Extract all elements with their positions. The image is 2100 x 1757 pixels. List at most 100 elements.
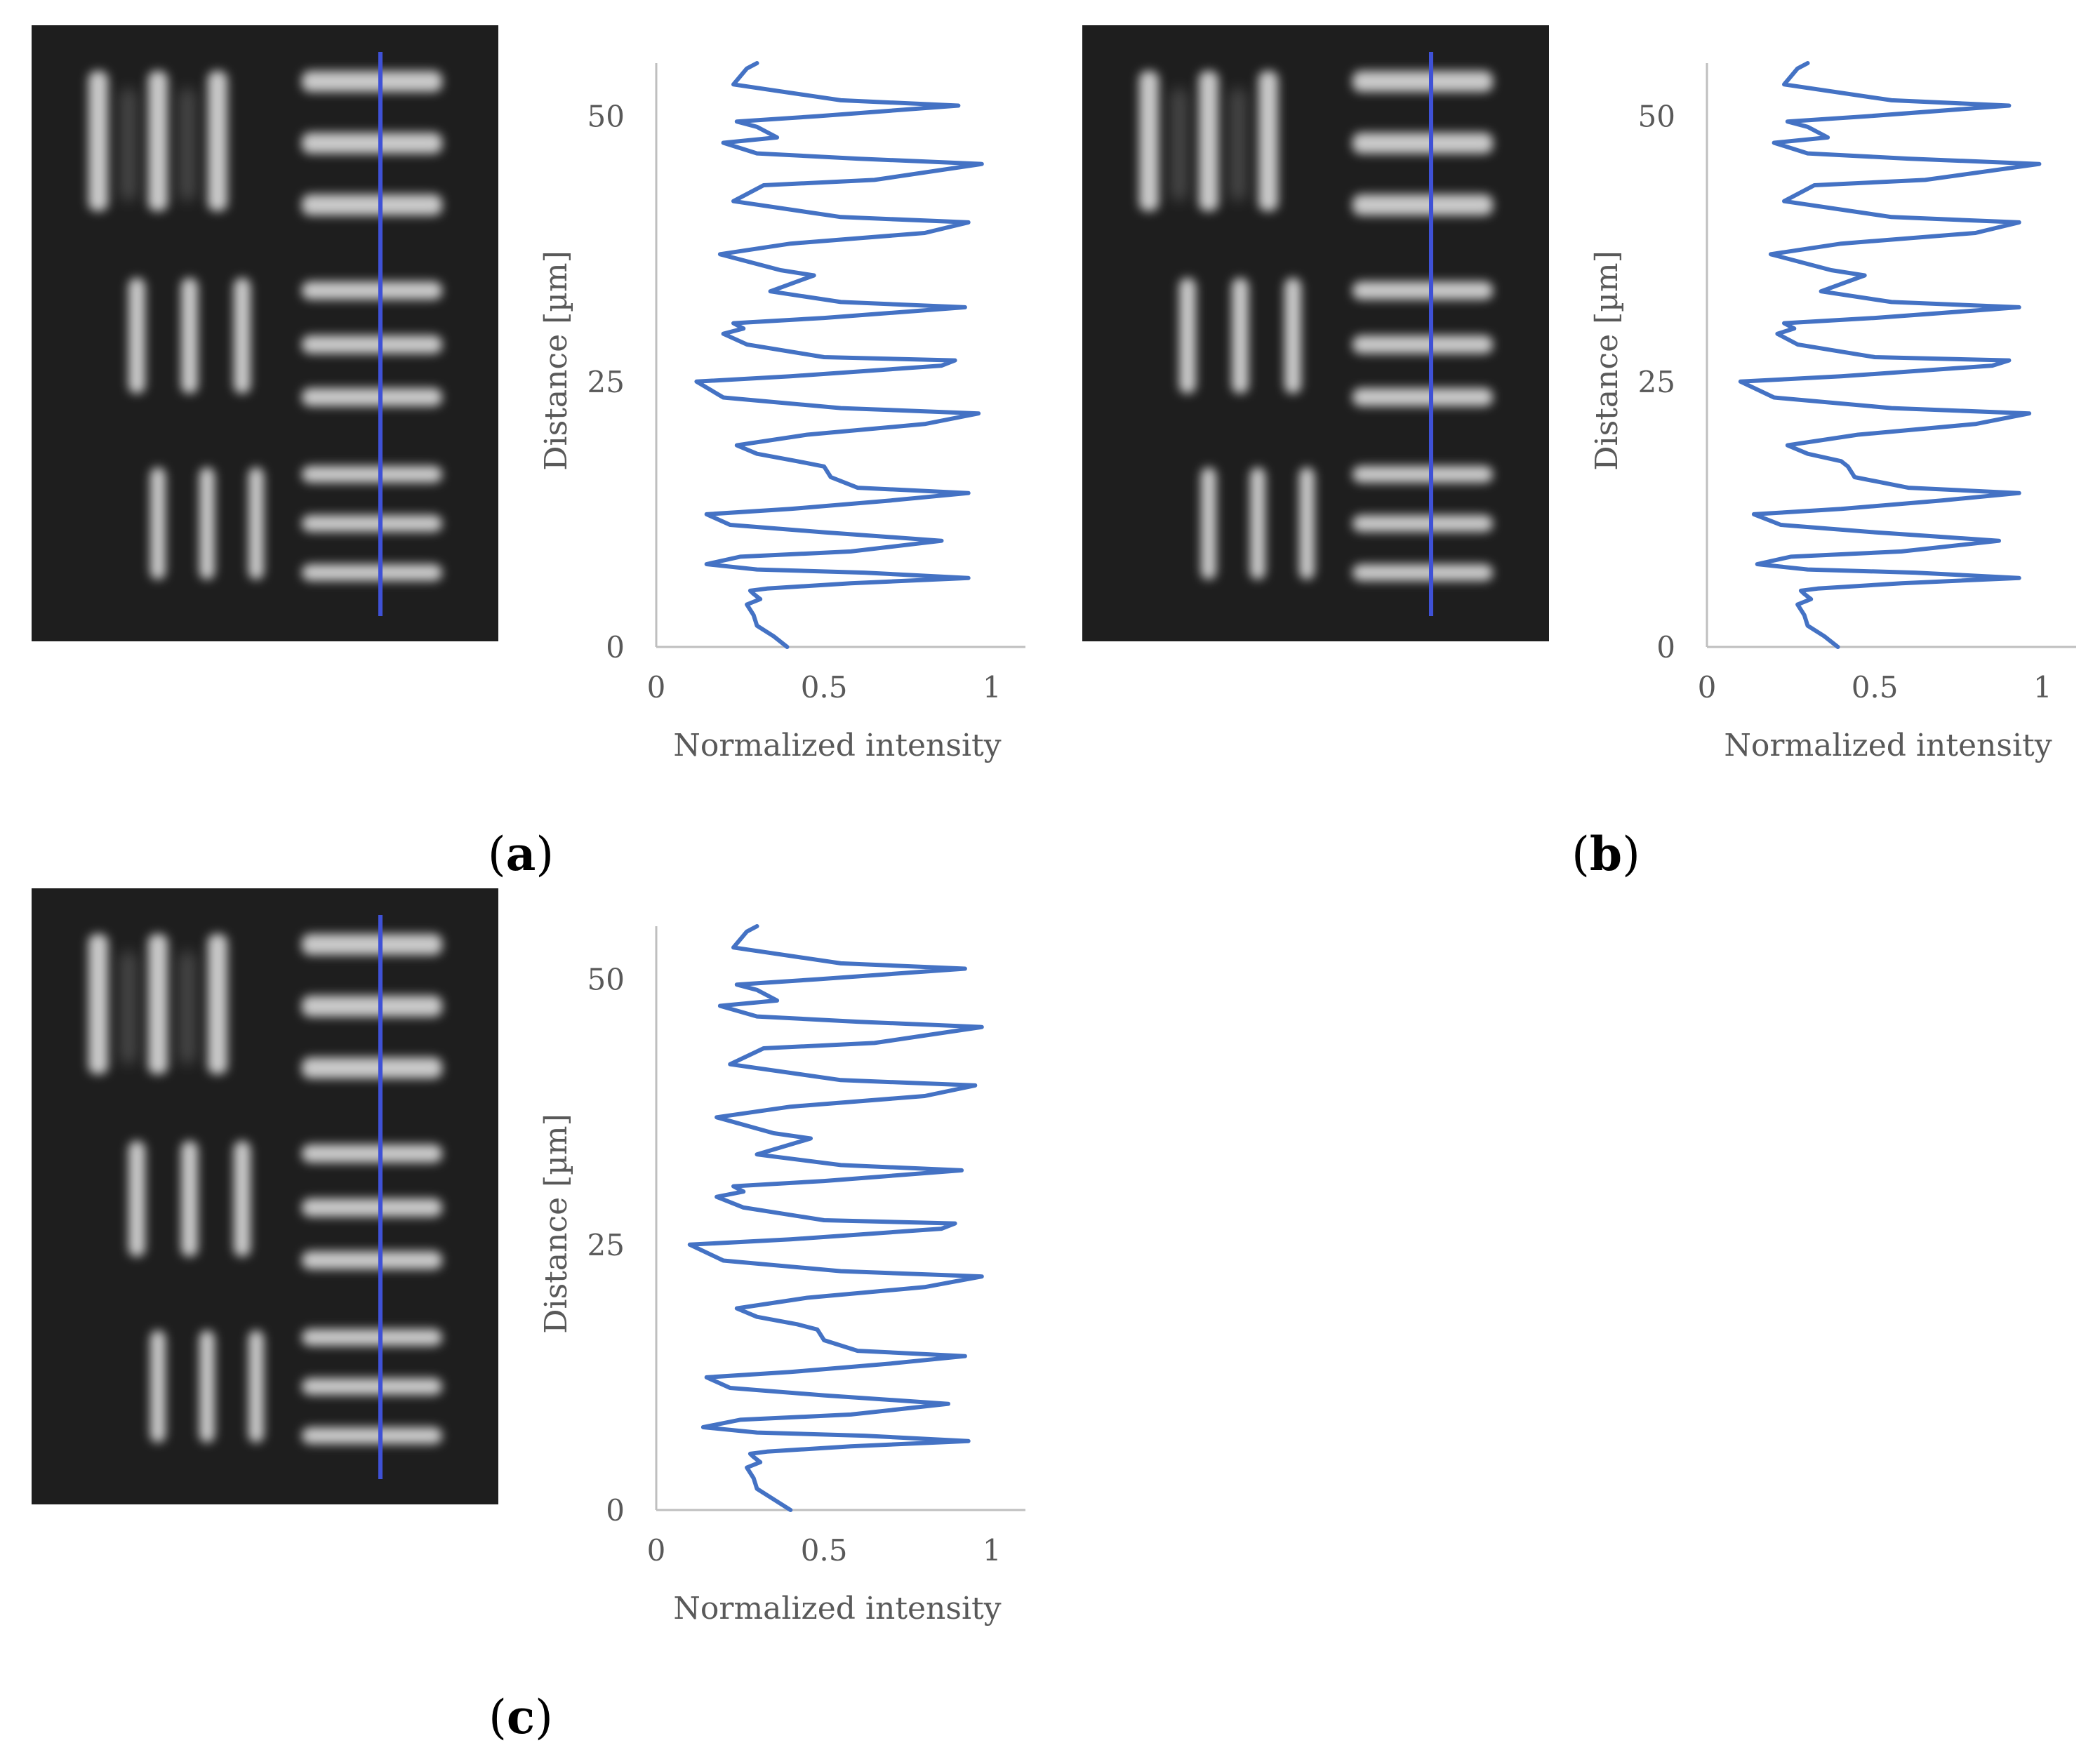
y-tick-label: 50 <box>587 100 625 134</box>
vertical-bar <box>181 278 198 394</box>
y-tick-label: 25 <box>587 1228 625 1262</box>
horizontal-bar <box>302 996 442 1017</box>
micrograph-b-faint-bars <box>1172 88 1245 201</box>
vertical-bar <box>248 1330 264 1443</box>
chart-b: 0 25 50 0 0.5 1 Normalized intensity Distance [… <box>1589 61 2076 763</box>
vertical-bar <box>208 71 227 211</box>
vertical-bar <box>128 1141 145 1257</box>
horizontal-bar <box>302 466 442 483</box>
intensity-profile-line <box>687 924 984 1512</box>
micrograph-a-faint-bars <box>121 88 194 201</box>
horizontal-bar <box>1353 133 1493 154</box>
vertical-bar <box>208 934 227 1074</box>
x-tick-label: 0.5 <box>801 1533 848 1568</box>
horizontal-bar <box>302 71 442 92</box>
intensity-profile-line <box>1738 61 2042 649</box>
vertical-bar <box>1258 71 1278 211</box>
vertical-bar <box>1201 467 1216 580</box>
horizontal-bar <box>302 335 442 354</box>
y-tick-label: 0 <box>1656 630 1675 664</box>
horizontal-bar <box>302 1057 442 1078</box>
vertical-bar <box>150 1330 166 1443</box>
panel-label-c: (c) <box>489 1690 553 1744</box>
horizontal-bar <box>302 1329 442 1346</box>
y-tick-label: 50 <box>587 963 625 997</box>
horizontal-bar <box>1353 194 1493 215</box>
micrograph-a-bars <box>88 71 442 581</box>
x-tick-label: 0 <box>647 1533 666 1568</box>
micrograph-b-background <box>1082 25 1549 641</box>
horizontal-bar <box>1353 564 1493 581</box>
horizontal-bar <box>302 281 442 300</box>
x-axis-title: Normalized intensity <box>1724 728 2052 763</box>
horizontal-bar <box>1353 335 1493 354</box>
horizontal-bar <box>302 133 442 154</box>
horizontal-bar <box>302 194 442 215</box>
y-axis-title: Distance [µm] <box>538 250 574 471</box>
micrograph-a-background <box>32 25 498 641</box>
horizontal-bar <box>1353 515 1493 532</box>
horizontal-bar <box>302 1251 442 1269</box>
micrograph-a <box>32 25 498 641</box>
vertical-bar <box>1179 278 1196 394</box>
horizontal-bar <box>302 1198 442 1217</box>
chart-a: 0 25 50 0 0.5 1 Normalized intensity Distance [… <box>538 61 1025 763</box>
vertical-bar <box>88 934 108 1074</box>
micrograph-c-faint-bars <box>121 951 194 1064</box>
vertical-bar <box>1299 467 1315 580</box>
vertical-bar <box>1139 71 1159 211</box>
vertical-bar <box>148 71 168 211</box>
vertical-bar <box>128 278 145 394</box>
vertical-bar <box>199 1330 215 1443</box>
y-tick-label: 0 <box>606 1493 625 1528</box>
vertical-bar <box>148 934 168 1074</box>
horizontal-bar <box>1353 281 1493 300</box>
chart-c: 0 25 50 0 0.5 1 Normalized intensity Distance [… <box>538 924 1025 1626</box>
y-tick-label: 50 <box>1638 100 1675 134</box>
micrograph-c <box>32 888 498 1504</box>
vertical-bar <box>248 467 264 580</box>
micrograph-c-bars <box>88 934 442 1444</box>
x-axis-title: Normalized intensity <box>673 1591 1001 1626</box>
horizontal-bar <box>1353 388 1493 406</box>
x-tick-label: 1 <box>2033 670 2052 704</box>
horizontal-bar <box>302 515 442 532</box>
horizontal-bar <box>1353 71 1493 92</box>
x-tick-label: 1 <box>983 1533 1002 1568</box>
horizontal-bar <box>302 564 442 581</box>
vertical-bar <box>1250 467 1265 580</box>
x-tick-label: 0 <box>647 670 666 704</box>
horizontal-bar <box>302 934 442 955</box>
x-tick-label: 0.5 <box>1852 670 1899 704</box>
vertical-bar <box>234 278 251 394</box>
micrograph-b-bars <box>1139 71 1493 581</box>
vertical-bar <box>199 467 215 580</box>
horizontal-bar <box>302 388 442 406</box>
horizontal-bar <box>302 1427 442 1444</box>
horizontal-bar <box>302 1144 442 1163</box>
vertical-bar <box>1232 278 1249 394</box>
micrograph-b <box>1082 25 1549 641</box>
micrograph-c-background <box>32 888 498 1504</box>
x-tick-label: 0 <box>1698 670 1717 704</box>
vertical-bar <box>1199 71 1218 211</box>
x-axis-title: Normalized intensity <box>673 728 1001 763</box>
vertical-bar <box>181 1141 198 1257</box>
vertical-bar <box>234 1141 251 1257</box>
vertical-bar <box>150 467 166 580</box>
panel-label-b: (b) <box>1571 827 1640 881</box>
y-axis-title: Distance [µm] <box>538 1114 574 1334</box>
y-axis-title: Distance [µm] <box>1589 250 1625 471</box>
horizontal-bar <box>1353 466 1493 483</box>
panel-label-a: (a) <box>488 827 554 881</box>
x-tick-label: 1 <box>983 670 1002 704</box>
vertical-bar <box>1284 278 1301 394</box>
y-tick-label: 25 <box>1638 365 1675 399</box>
x-tick-label: 0.5 <box>801 670 848 704</box>
horizontal-bar <box>302 1378 442 1395</box>
vertical-bar <box>88 71 108 211</box>
y-tick-label: 25 <box>587 365 625 399</box>
intensity-profile-line <box>694 61 984 649</box>
y-tick-label: 0 <box>606 630 625 664</box>
